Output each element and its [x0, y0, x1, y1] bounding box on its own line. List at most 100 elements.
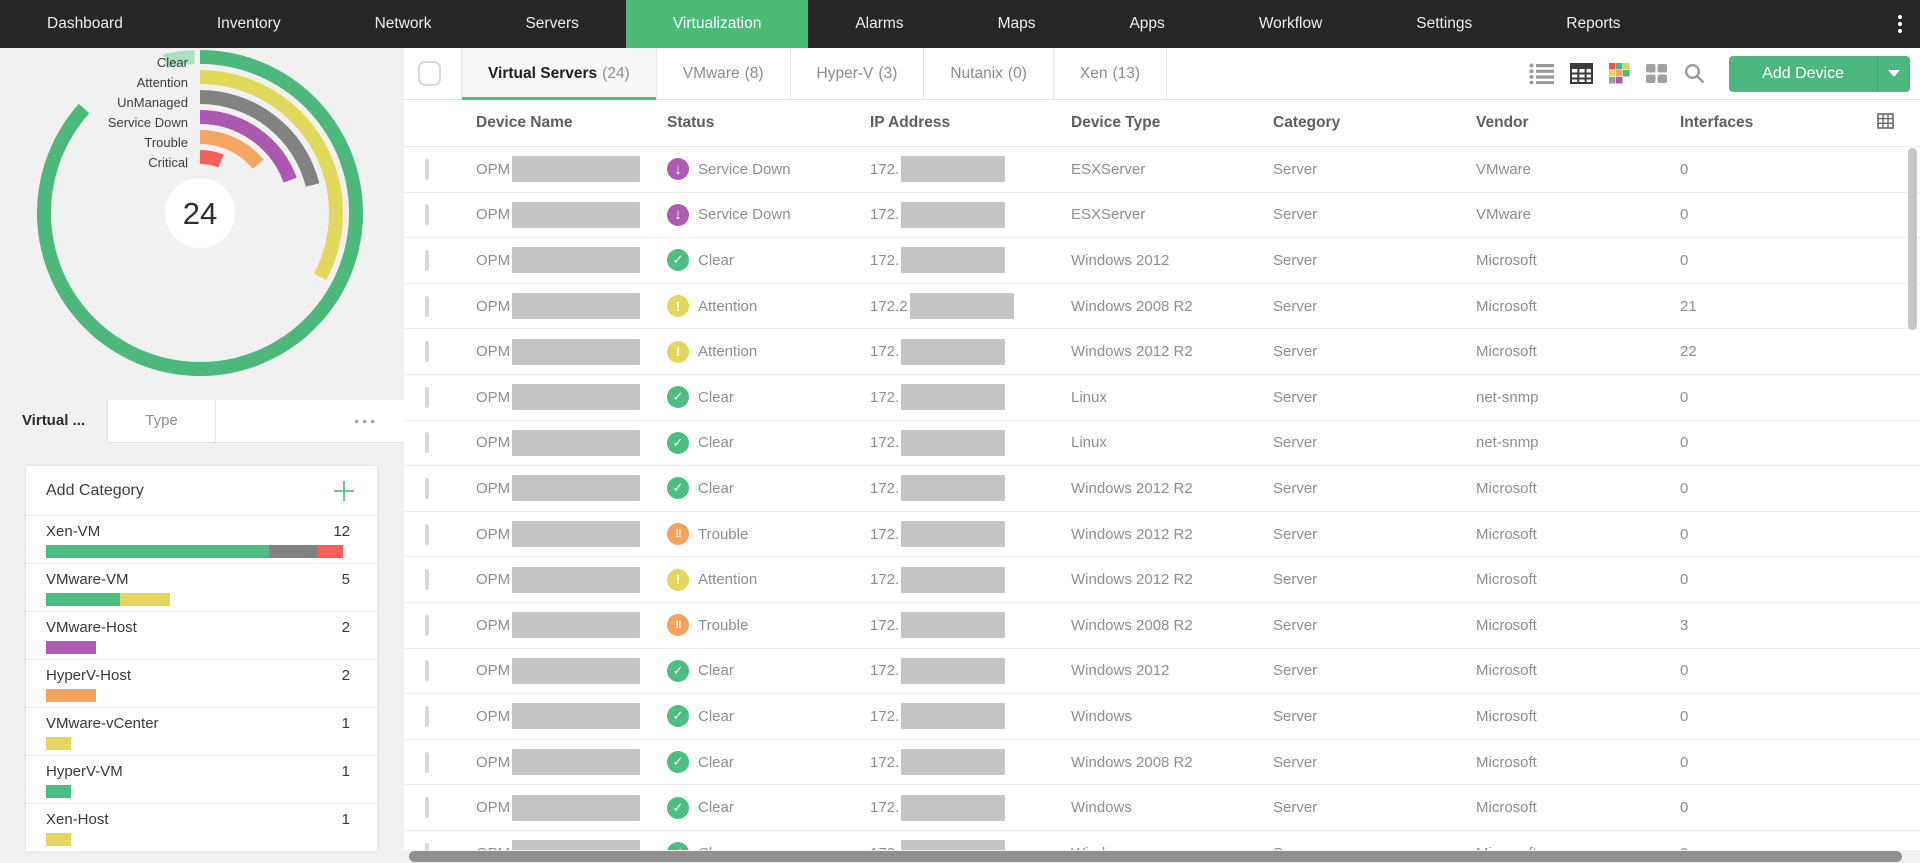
device-tab-hyper-v[interactable]: Hyper-V (3) [790, 48, 925, 99]
row-checkbox[interactable] [425, 158, 429, 180]
vertical-scrollbar[interactable] [1908, 148, 1917, 330]
table-row[interactable]: OPM ✓ Clear 172. Windows 2012 Server Micr… [404, 648, 1920, 695]
status-cell: ✓ Clear [667, 386, 870, 409]
row-checkbox[interactable] [425, 432, 429, 454]
table-row[interactable]: OPM ✓ Clear 172. Windows 2008 R2 Server M… [404, 739, 1920, 786]
row-checkbox[interactable] [425, 386, 429, 408]
horizontal-scrollbar[interactable] [409, 851, 1902, 862]
table-row[interactable]: OPM ! Attention 172. Windows 2012 R2 Serv… [404, 557, 1920, 603]
nav-item-inventory[interactable]: Inventory [216, 15, 281, 32]
table-row[interactable]: OPM ! Attention 172.2 Windows 2008 R2 Ser… [404, 283, 1920, 330]
column-chooser-icon[interactable] [1830, 112, 1894, 134]
device-type-cell: Windows 2012 R2 [1071, 479, 1193, 497]
category-row[interactable]: Xen-Host 1 [26, 804, 377, 852]
category-row[interactable]: VMware-VM 5 [26, 564, 377, 612]
sidebar-tab-type[interactable]: Type [108, 400, 216, 442]
device-name-cell: OPM [476, 338, 667, 365]
row-checkbox[interactable] [425, 569, 429, 591]
col-interfaces[interactable]: Interfaces [1680, 114, 1754, 131]
row-checkbox[interactable] [425, 705, 429, 727]
redacted-ip [901, 201, 1006, 228]
status-icon: ✓ [667, 386, 689, 409]
table-row[interactable]: OPM ↓ Service Down 172. ESXServer Server … [404, 192, 1920, 239]
row-checkbox[interactable] [425, 295, 429, 317]
ip-cell: 172. [870, 338, 1071, 365]
nav-item-dashboard[interactable]: Dashboard [47, 15, 123, 32]
row-checkbox[interactable] [425, 797, 429, 819]
sidebar-tab-virtual[interactable]: Virtual ... [0, 400, 108, 443]
sidebar-more-icon[interactable]: ••• [354, 413, 378, 429]
category-row[interactable]: Xen-VM 12 [26, 516, 377, 564]
card-view-icon[interactable] [1646, 63, 1668, 84]
nav-item-apps[interactable]: Apps [1129, 15, 1165, 32]
row-checkbox[interactable] [425, 249, 429, 271]
category-row[interactable]: HyperV-Host 2 [26, 660, 377, 708]
status-cell: ✓ Clear [667, 751, 870, 774]
table-row[interactable]: OPM ✓ Clear 172. Linux Server net-snmp 0 [404, 420, 1920, 467]
category-name: HyperV-VM [46, 763, 123, 780]
row-checkbox[interactable] [425, 660, 429, 682]
col-vendor[interactable]: Vendor [1476, 114, 1529, 131]
row-checkbox[interactable] [425, 477, 429, 499]
chart-rings [37, 50, 363, 376]
device-tab-xen[interactable]: Xen (13) [1053, 48, 1168, 99]
category-cell: Server [1273, 799, 1318, 817]
nav-item-servers[interactable]: Servers [525, 15, 579, 32]
plus-icon[interactable] [333, 480, 355, 502]
nav-item-settings[interactable]: Settings [1416, 15, 1473, 32]
status-label: Clear [698, 662, 734, 680]
category-row[interactable]: HyperV-VM 1 [26, 756, 377, 804]
row-checkbox[interactable] [425, 204, 429, 226]
nav-item-workflow[interactable]: Workflow [1258, 15, 1323, 32]
add-device-dropdown[interactable] [1877, 55, 1910, 92]
nav-item-maps[interactable]: Maps [997, 15, 1036, 32]
col-category[interactable]: Category [1273, 114, 1341, 131]
add-device-button[interactable]: Add Device [1729, 55, 1910, 92]
table-row[interactable]: OPM ✓ Clear 172. Windows Server Microsoft… [404, 785, 1920, 831]
row-checkbox[interactable] [425, 751, 429, 773]
legend-label-unmanaged: UnManaged [117, 95, 188, 110]
device-name-cell: OPM [476, 293, 667, 320]
device-tab-nutanix[interactable]: Nutanix (0) [924, 48, 1054, 99]
table-row[interactable]: OPM !! Trouble 172. Windows 2008 R2 Serve… [404, 602, 1920, 649]
table-view-icon[interactable] [1570, 63, 1594, 84]
category-row[interactable]: VMware-Host 2 [26, 612, 377, 660]
device-name-cell: OPM [476, 657, 667, 684]
select-all-checkbox[interactable] [418, 61, 441, 86]
nav-item-reports[interactable]: Reports [1566, 15, 1621, 32]
table-row[interactable]: OPM ! Attention 172. Windows 2012 R2 Serv… [404, 329, 1920, 375]
nav-item-alarms[interactable]: Alarms [855, 15, 904, 32]
table-row[interactable]: OPM ✓ Clear 172. Windows 2012 R2 Server M… [404, 466, 1920, 512]
status-icon: ✓ [667, 477, 689, 500]
table-row[interactable]: OPM ✓ Clear 172. Windows 2012 Server Micr… [404, 238, 1920, 284]
device-type-cell: ESXServer [1071, 206, 1146, 224]
table-row[interactable]: OPM ✓ Clear 172. Linux Server net-snmp 0 [404, 374, 1920, 421]
table-row[interactable]: OPM ✓ Clear 172. Windows Server Microsoft… [404, 694, 1920, 740]
nav-item-virtualization[interactable]: Virtualization [625, 0, 809, 48]
nav-item-network[interactable]: Network [374, 15, 432, 32]
redacted-name [512, 475, 641, 502]
redacted-ip [901, 156, 1006, 183]
vendor-cell: VMware [1476, 206, 1532, 224]
device-tab-vmware[interactable]: VMware (8) [656, 48, 791, 99]
status-label: Clear [698, 707, 734, 725]
status-label: Clear [698, 799, 734, 817]
col-device-type[interactable]: Device Type [1071, 114, 1161, 131]
col-device-name[interactable]: Device Name [476, 114, 573, 131]
row-checkbox[interactable] [425, 614, 429, 636]
device-tab-virtual-servers[interactable]: Virtual Servers (24) [461, 48, 657, 100]
search-icon[interactable] [1684, 63, 1705, 84]
heatmap-view-icon[interactable] [1609, 63, 1630, 84]
table-row[interactable]: OPM !! Trouble 172. Windows 2012 R2 Serve… [404, 511, 1920, 558]
vendor-cell: VMware [1476, 160, 1532, 178]
table-row[interactable]: OPM ↓ Service Down 172. ESXServer Server … [404, 147, 1920, 193]
add-category-row[interactable]: Add Category [26, 466, 377, 516]
col-status[interactable]: Status [667, 114, 715, 131]
col-ip-address[interactable]: IP Address [870, 114, 951, 131]
list-view-icon[interactable] [1529, 63, 1555, 84]
device-type-cell: Windows 2012 R2 [1071, 525, 1193, 543]
kebab-menu-icon[interactable] [1898, 15, 1902, 33]
category-row[interactable]: VMware-vCenter 1 [26, 708, 377, 756]
row-checkbox[interactable] [425, 523, 429, 545]
row-checkbox[interactable] [425, 341, 429, 363]
